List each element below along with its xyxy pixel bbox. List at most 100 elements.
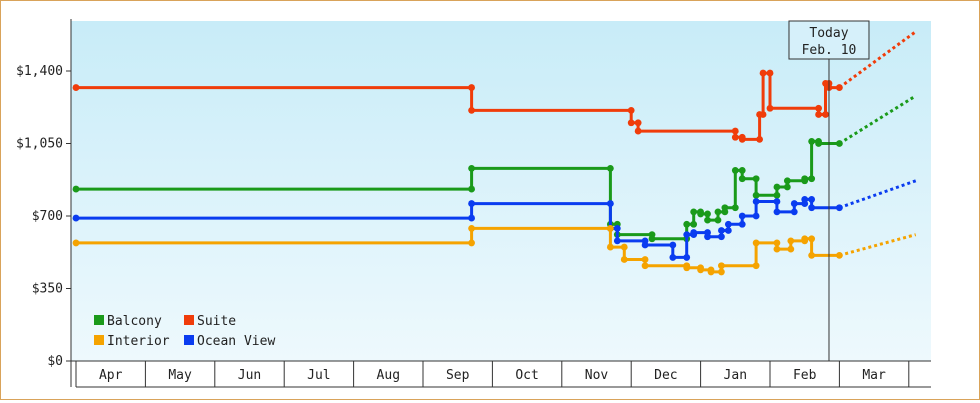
legend-swatch	[184, 335, 194, 345]
data-point-balcony	[468, 164, 475, 172]
data-point-suite	[634, 127, 642, 135]
data-point-ocean-view	[704, 233, 711, 241]
legend-swatch	[184, 315, 194, 325]
month-label: Oct	[515, 368, 538, 383]
data-point-suite	[815, 104, 822, 112]
data-point-ocean-view	[72, 214, 80, 222]
data-point-interior	[752, 262, 760, 270]
data-point-interior	[773, 245, 781, 253]
data-point-ocean-view	[683, 254, 691, 261]
series-projection-suite	[838, 30, 917, 89]
data-point-balcony	[773, 191, 781, 199]
data-point-ocean-view	[790, 200, 798, 207]
legend-label: Interior	[107, 334, 170, 349]
data-point-balcony	[783, 183, 791, 191]
today-box	[788, 20, 870, 60]
data-point-ocean-view	[690, 229, 698, 236]
data-point-balcony	[714, 216, 722, 224]
data-point-suite	[468, 106, 475, 114]
data-point-interior	[641, 256, 649, 263]
series-projection-balcony	[838, 94, 917, 145]
data-point-suite	[822, 111, 829, 118]
data-point-suite	[759, 69, 767, 77]
data-point-interior	[718, 268, 725, 276]
data-point-interior	[718, 262, 725, 270]
month-label: Jul	[307, 368, 330, 383]
data-point-balcony	[690, 220, 698, 228]
y-tick-label: $700	[32, 209, 63, 224]
data-point-suite	[766, 104, 774, 112]
data-point-balcony	[731, 204, 739, 212]
data-point-ocean-view	[738, 220, 746, 228]
data-point-ocean-view	[790, 208, 798, 216]
data-point-ocean-view	[808, 204, 816, 212]
month-label: May	[168, 368, 192, 383]
data-point-ocean-view	[669, 241, 677, 249]
series-projection-ocean-view	[838, 179, 917, 210]
data-point-interior	[697, 266, 704, 274]
y-tick-label: $0	[47, 354, 63, 369]
data-point-balcony	[815, 140, 822, 147]
data-point-ocean-view	[468, 200, 475, 207]
data-point-interior	[787, 237, 795, 245]
data-point-suite	[72, 84, 80, 91]
data-point-balcony	[72, 185, 80, 193]
data-point-balcony	[690, 208, 698, 216]
data-point-interior	[707, 268, 715, 276]
data-point-balcony	[808, 138, 816, 145]
data-point-balcony	[738, 175, 746, 183]
data-point-balcony	[697, 210, 704, 218]
data-point-balcony	[721, 204, 729, 212]
data-point-ocean-view	[773, 198, 781, 205]
data-point-interior	[836, 251, 843, 259]
data-point-ocean-view	[718, 233, 725, 241]
data-point-ocean-view	[738, 212, 746, 220]
month-label: Jan	[724, 368, 747, 383]
data-point-ocean-view	[613, 225, 621, 232]
month-label: Mar	[862, 368, 886, 383]
plot-background	[71, 21, 931, 361]
legend-swatch	[94, 335, 104, 345]
data-point-interior	[468, 239, 475, 247]
data-point-suite	[738, 135, 746, 143]
data-point-balcony	[704, 210, 711, 218]
data-point-suite	[731, 133, 739, 141]
data-point-ocean-view	[724, 227, 732, 234]
data-point-balcony	[783, 177, 791, 185]
data-point-interior	[606, 225, 614, 232]
legend-swatch	[94, 315, 104, 325]
month-label: Nov	[585, 368, 609, 383]
data-point-suite	[756, 135, 763, 143]
data-point-ocean-view	[606, 200, 614, 207]
series-line-ocean-view	[76, 197, 840, 259]
data-point-interior	[787, 245, 795, 253]
data-point-interior	[808, 251, 816, 259]
data-point-ocean-view	[724, 220, 732, 228]
data-point-suite	[634, 119, 642, 127]
data-point-balcony	[773, 183, 781, 191]
data-point-suite	[815, 111, 822, 118]
y-tick-label: $1,050	[16, 137, 63, 152]
today-label: Feb. 10	[802, 43, 857, 58]
data-point-balcony	[648, 235, 656, 243]
data-point-interior	[468, 225, 475, 232]
month-label: Aug	[377, 368, 400, 383]
data-point-balcony	[683, 220, 691, 228]
data-point-ocean-view	[718, 227, 725, 234]
data-point-suite	[766, 69, 774, 77]
month-label: Apr	[99, 368, 123, 383]
data-point-interior	[620, 243, 628, 251]
data-point-balcony	[738, 167, 746, 174]
data-point-balcony	[801, 175, 809, 183]
data-point-suite	[627, 119, 635, 127]
data-point-suite	[836, 84, 843, 91]
month-label: Sep	[446, 368, 470, 383]
data-point-ocean-view	[801, 196, 809, 203]
data-point-balcony	[752, 191, 760, 199]
data-point-ocean-view	[669, 254, 677, 261]
data-point-ocean-view	[468, 214, 475, 222]
data-point-suite	[627, 106, 635, 114]
data-point-balcony	[836, 140, 843, 147]
